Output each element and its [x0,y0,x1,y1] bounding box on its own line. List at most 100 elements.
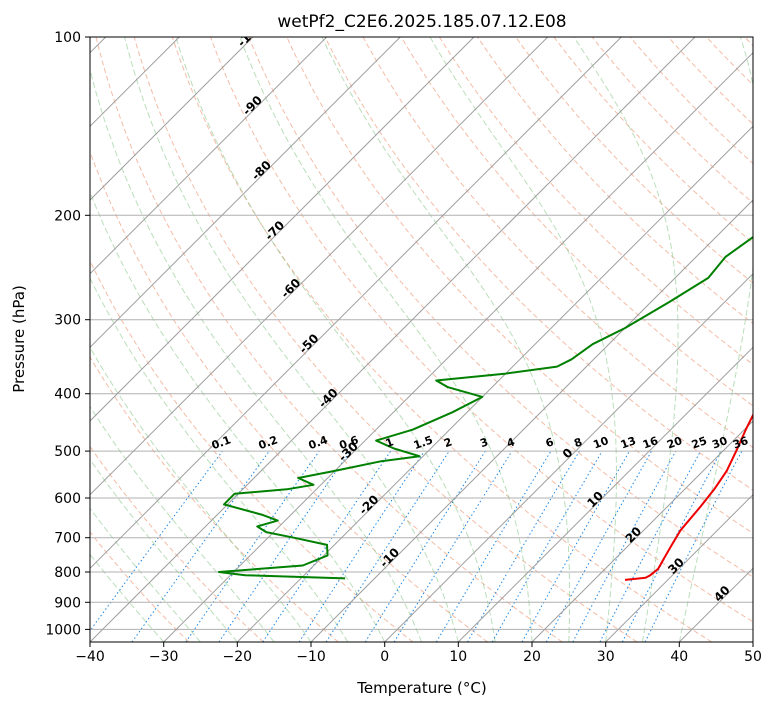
mixing-ratio-label: 25 [690,434,709,451]
isotherm-line [90,37,549,496]
chart-title: wetPf2_C2E6.2025.185.07.12.E08 [277,12,566,32]
y-tick-label: 300 [54,313,81,329]
dry-adiabat-line [515,37,753,284]
isotherm-line [90,37,622,570]
plot-area: 0.1 0.2 0.4 0.6 1 1.5 2 3 4 6 8 10 13 16 20 25 30 36-100-… [90,19,753,642]
x-tick-label: 50 [744,649,762,665]
isotherm-label: -80 [249,158,274,183]
x-axis-label: Temperature (°C) [356,679,486,697]
mixing-ratio-line [521,450,630,642]
dry-adiabat-line [668,37,753,125]
x-tick-label: 0 [380,649,389,665]
dry-adiabat-line [286,37,753,534]
isotherm-line [310,199,753,642]
x-tick-label: −30 [149,649,179,665]
moist-adiabat-line [90,67,422,642]
y-tick-label: 600 [54,491,81,507]
mixing-ratio-label: 20 [665,434,684,452]
isotherm-label: -70 [262,218,287,243]
isotherm-line [605,493,753,642]
isotherm-label: -40 [316,386,341,411]
isotherm-label: -10 [377,545,402,570]
moist-adiabat-line [175,37,496,642]
y-axis-ticks: 100 200 300 400 500 600 700 800 900 1000 [45,30,90,638]
warm-isotherm-label: 30 [665,555,687,577]
dry-adiabat-line [95,37,563,642]
mixing-ratio-label: 4 [505,435,517,450]
isotherm-label: -100 [235,19,266,50]
x-tick-label: −20 [223,649,253,665]
mixing-ratio-line [325,450,450,642]
moist-adiabat-line [90,553,165,642]
moist-adiabat-line [90,277,349,642]
dry-adiabat-line [90,150,488,642]
x-axis-ticks: −40 −30 −20 −10 0 10 20 30 40 50 [75,642,762,665]
moist-adiabat-line [90,507,201,642]
mixing-ratio-line [298,450,425,642]
moist-adiabat-line [90,458,238,642]
mixing-ratio-label: 10 [591,434,610,452]
isotherm-line [752,641,753,642]
y-tick-label: 100 [54,30,81,46]
dry-adiabat-line [90,531,190,642]
y-axis-label: Pressure (hPa) [10,285,28,393]
mixing-ratio-label: 3 [478,435,490,450]
dry-adiabat-line [324,37,753,491]
moist-adiabat-line [90,405,275,642]
mixing-ratio-line [467,450,580,642]
x-tick-label: −40 [75,649,105,665]
moist-adiabat-line [124,37,459,642]
dry-adiabat-line [438,37,753,366]
isotherm-label: -50 [296,331,321,356]
moist-adiabat-line [90,346,312,642]
dry-adiabat-line [133,37,638,642]
dry-adiabat-line [400,37,753,407]
dry-adiabat-line [744,37,753,47]
isotherm-line [236,125,753,642]
mixing-ratio-line [131,450,270,642]
temperature-profile-line [624,412,753,581]
y-tick-label: 500 [54,444,81,460]
mixing-ratio-line [364,450,486,642]
warm-isotherm-label: 10 [584,489,606,511]
mixing-ratio-line [572,450,677,642]
profile-series [217,235,753,581]
dry-adiabat-line [90,445,264,642]
plot-frame [89,36,754,643]
mixing-ratio-line [90,450,223,632]
moist-adiabat-line [678,37,753,642]
mixing-ratio-line [185,450,320,642]
mixing-ratio-line [393,450,513,642]
mixing-ratio-label: 0.4 [307,433,330,452]
y-tick-label: 400 [54,387,81,403]
isotherm-line [457,346,753,642]
y-tick-label: 900 [54,595,81,611]
dry-adiabat-line [210,37,753,623]
x-tick-label: −10 [296,649,326,665]
isotherm-line [90,37,328,275]
isotherm-line [531,420,753,642]
x-tick-label: 20 [523,649,541,665]
mixing-ratio-label: 30 [710,434,729,452]
moist-adiabat-line [321,37,571,642]
isotherm-line [384,272,753,642]
mixing-ratio-label: 8 [572,435,584,450]
mixing-ratio-label: 0.2 [257,433,280,452]
inline-labels: 0.1 0.2 0.4 0.6 1 1.5 2 3 4 6 8 10 13 16 20 25 30 36-100-… [210,19,751,605]
moist-adiabat-line [239,37,533,642]
dry-adiabat-line [706,37,753,86]
moist-adiabat-line [429,37,617,642]
mixing-ratio-label: 1 [384,435,396,450]
pressure-grid [90,37,753,630]
dry-adiabat-line [553,37,753,244]
dry-adiabat-line [90,356,339,642]
isotherm-line [163,51,753,642]
mixing-ratio-label: 13 [619,434,638,451]
dry-adiabat-line [171,37,712,642]
isotherm-label: -90 [240,93,265,118]
y-tick-label: 200 [54,208,81,224]
dewpoint-profile-line [217,235,753,580]
dry-adiabat-line [248,37,753,578]
warm-isotherm-label: 40 [711,583,733,605]
